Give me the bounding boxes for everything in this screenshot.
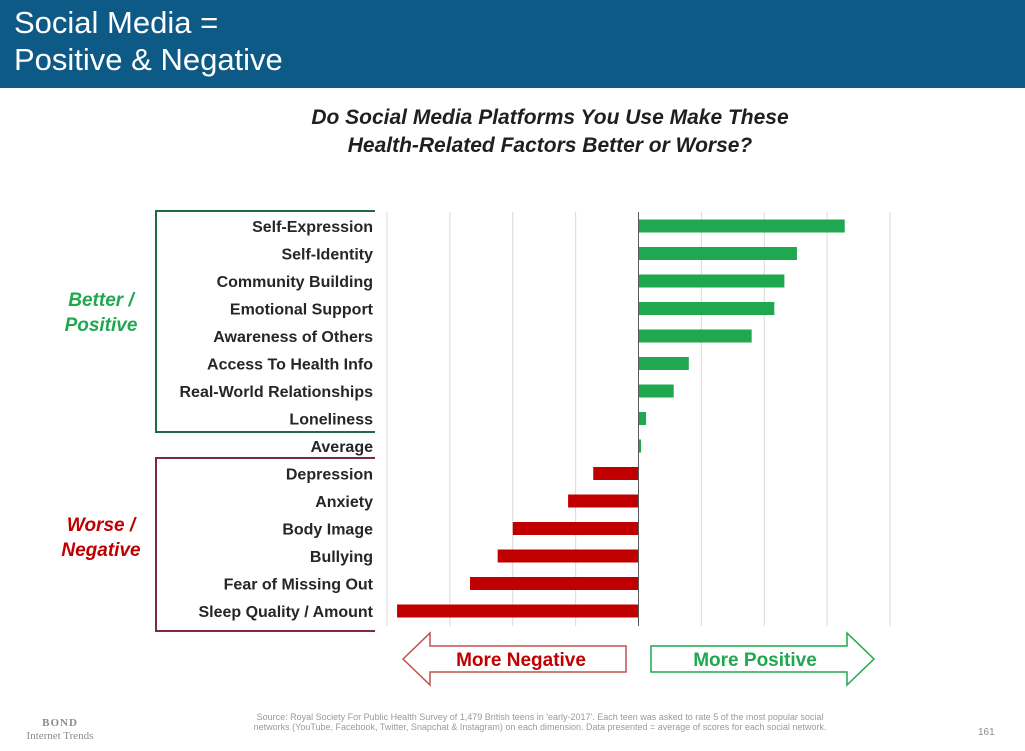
category-label: Awareness of Others: [213, 329, 373, 346]
slide-title-line1: Social Media =: [14, 5, 219, 40]
category-label: Anxiety: [315, 494, 373, 511]
bar: [568, 494, 639, 508]
category-label: Depression: [286, 467, 373, 484]
category-label: Sleep Quality / Amount: [198, 604, 373, 621]
source-line1: Source: Royal Society For Public Health …: [256, 712, 824, 722]
chart-title-line2: Health-Related Factors Better or Worse?: [347, 134, 753, 157]
category-label: Body Image: [282, 522, 373, 539]
category-labels: Self-Expression Self-Identity Community Bu…: [179, 219, 373, 621]
bar: [638, 412, 647, 425]
better-label-line2: Positive: [64, 315, 138, 336]
negative-group-bracket: [155, 457, 375, 632]
worse-label-line1: Worse /: [66, 515, 136, 536]
bar: [397, 604, 639, 618]
bar: [638, 329, 752, 343]
source-line2: networks (YouTube, Facebook, Twitter, Sn…: [253, 722, 827, 732]
more-positive-arrow: More Positive: [650, 631, 876, 687]
page-number: 161: [978, 727, 995, 738]
worse-label-line2: Negative: [61, 540, 141, 561]
category-label: Access To Health Info: [207, 357, 373, 374]
logo-line1: BOND: [42, 717, 78, 729]
bond-logo: BOND Internet Trends: [20, 717, 100, 743]
bar: [638, 384, 674, 398]
left-arrow-icon: [401, 631, 627, 687]
bar: [638, 247, 797, 260]
category-label: Real-World Relationships: [179, 384, 373, 401]
slide-header: Social Media = Positive & Negative: [0, 0, 1025, 88]
bar: [469, 577, 639, 590]
slide-title-line2: Positive & Negative: [14, 42, 283, 77]
bar: [638, 357, 689, 370]
chart-title-line1: Do Social Media Platforms You Use Make T…: [311, 106, 789, 129]
chart-title: Do Social Media Platforms You Use Make T…: [200, 104, 900, 160]
category-label: Average: [310, 439, 373, 456]
category-label: Bullying: [310, 549, 373, 566]
source-note: Source: Royal Society For Public Health …: [200, 712, 880, 732]
better-positive-label: Better / Positive: [26, 288, 176, 338]
category-label: Emotional Support: [230, 302, 374, 319]
right-arrow-icon: [650, 631, 876, 687]
more-negative-label: More Negative: [456, 650, 586, 671]
bar: [638, 439, 642, 453]
bar: [638, 219, 845, 233]
category-label: Community Building: [217, 274, 373, 291]
more-negative-arrow: More Negative: [401, 631, 627, 687]
more-positive-label: More Positive: [693, 650, 817, 671]
bar: [593, 467, 639, 480]
category-label: Self-Expression: [252, 219, 373, 236]
positive-group-bracket: [155, 210, 375, 433]
bar: [512, 522, 639, 535]
slide-title: Social Media = Positive & Negative: [14, 4, 714, 78]
category-label: Fear of Missing Out: [224, 577, 374, 594]
bar: [497, 549, 639, 563]
chart-bars: [397, 219, 845, 618]
category-label: Loneliness: [289, 412, 373, 429]
worse-negative-label: Worse / Negative: [26, 513, 176, 563]
logo-line2: Internet Trends: [26, 730, 94, 742]
category-label: Self-Identity: [281, 247, 373, 264]
better-label-line1: Better /: [68, 290, 134, 311]
bar: [638, 302, 775, 315]
bar: [638, 274, 785, 288]
